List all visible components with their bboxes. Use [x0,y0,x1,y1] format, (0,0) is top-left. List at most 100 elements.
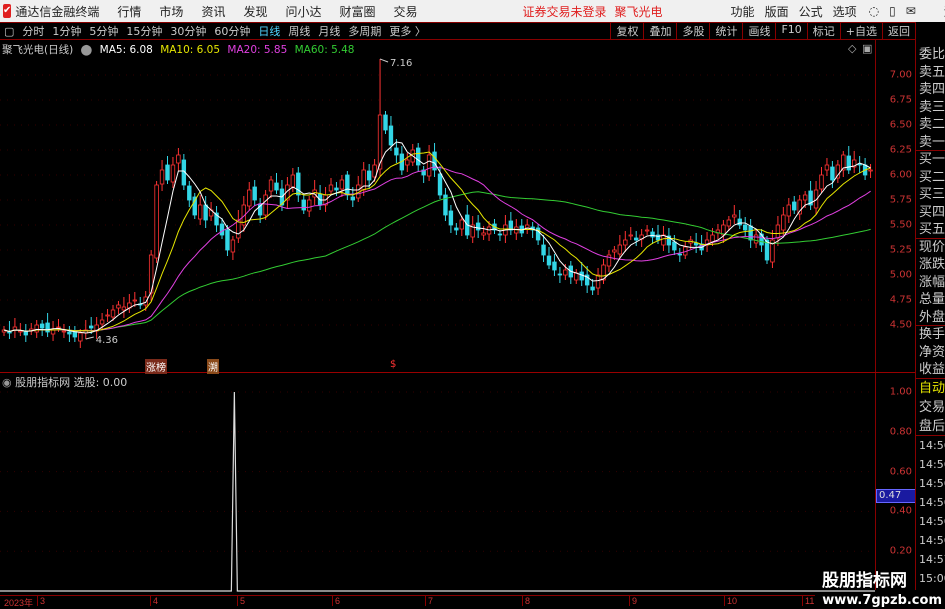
f10-button[interactable]: F10 [775,23,806,39]
back-button[interactable]: 返回 [882,23,915,39]
side-label[interactable]: 涨幅 [919,274,945,290]
side-label[interactable]: 15:00 [919,571,945,585]
menu-hangqing[interactable]: 行情 [117,4,142,19]
date-axis: 2023年 3 4 5 6 7 8 9 10 11 [0,595,915,609]
multi-stock-button[interactable]: 多股 [676,23,709,39]
side-label[interactable]: 卖一 [916,134,945,151]
add-watchlist-button[interactable]: +自选 [839,23,882,39]
badge-zhangbang[interactable]: 涨榜 [145,359,167,374]
panel-toggle-icon[interactable]: ▢ [4,24,15,38]
phone-icon[interactable]: ▯ [889,4,896,18]
price-axis: 7.00 6.75 6.50 6.25 6.00 5.75 5.50 5.25 5.00 4.75… [875,40,916,590]
candle-body [45,322,50,333]
period-daily[interactable]: 日线 [258,25,281,38]
side-label[interactable]: 14:56 [919,476,945,490]
side-label[interactable]: 净资 [919,344,945,360]
side-label[interactable]: 盘后 [916,417,945,436]
side-label[interactable]: 收益 [916,361,945,379]
stats-button[interactable]: 统计 [709,23,742,39]
period-30min[interactable]: 30分钟 [170,25,207,38]
side-label[interactable]: 卖二 [919,117,945,132]
period-multi[interactable]: 多周期 [348,25,382,38]
panel-divider[interactable] [0,372,915,373]
side-label[interactable]: 买一 [919,152,945,167]
candle-body [623,239,628,246]
fuquan-button[interactable]: 复权 [610,23,643,39]
menu-caifuquan[interactable]: 财富圈 [339,4,376,19]
side-label[interactable]: 卖四 [919,82,945,97]
indicator-tick: 0.80 [889,426,912,438]
period-60min[interactable]: 60分钟 [214,25,251,38]
side-label[interactable]: 现价 [919,239,945,255]
period-1min[interactable]: 1分钟 [52,25,82,38]
period-fenshi[interactable]: 分时 [22,25,45,38]
candle-body [868,169,873,172]
menu-jiaoyi[interactable]: 交易 [393,4,418,19]
candle-body [557,273,563,276]
user-label[interactable]: 游客 [944,3,945,20]
side-label[interactable]: 卖五 [919,64,945,80]
side-label[interactable]: 买四 [919,204,945,220]
draw-button[interactable]: 画线 [742,23,775,39]
menu-faxian[interactable]: 发现 [243,4,268,19]
indicator-name[interactable]: 股朋指标网 [15,376,71,389]
menu-gongshi[interactable]: 公式 [798,4,823,19]
period-5min[interactable]: 5分钟 [89,25,119,38]
period-monthly[interactable]: 月线 [318,25,341,38]
ma10-line [3,151,871,333]
side-label[interactable]: 14:56 [919,457,945,471]
price-tick: 5.25 [889,244,912,256]
side-label[interactable]: 买三 [919,187,945,202]
candle-body [743,224,748,231]
menu-wenxiaoda[interactable]: 问小达 [285,4,322,19]
menu-xuanxiang[interactable]: 选项 [832,4,857,19]
diamond-icon[interactable]: ◇ [848,42,857,55]
side-label[interactable]: 涨跌 [919,257,945,272]
indicator-value: 选股: 0.00 [73,376,128,389]
candle-body [154,184,159,259]
stock-link[interactable]: 聚飞光电 [614,4,663,19]
menu-zixun[interactable]: 资讯 [201,4,226,19]
period-weekly[interactable]: 周线 [288,25,311,38]
side-label[interactable]: 14:56 [919,495,945,509]
headset-icon[interactable]: ◌ [868,4,880,18]
ma5-line [3,141,871,334]
mark-button[interactable]: 标记 [806,23,840,39]
menu-shichang[interactable]: 市场 [159,4,184,19]
candle-body [748,225,753,241]
indicator-settings-icon[interactable]: ◉ [2,376,12,389]
overlay-button[interactable]: 叠加 [643,23,676,39]
stock-title[interactable]: 聚飞光电(日线) [2,44,74,56]
side-label[interactable]: 总量 [919,292,945,307]
period-15min[interactable]: 15分钟 [126,25,163,38]
login-alert[interactable]: 证券交易未登录 [522,4,607,19]
date-tick: 10 [724,596,737,606]
side-label[interactable]: 卖三 [919,99,945,115]
side-label[interactable]: 买二 [919,169,945,185]
side-label[interactable]: 14:56 [919,533,945,547]
side-label[interactable]: 换手 [919,327,945,342]
candle-body [176,154,181,164]
candle-body [628,234,633,237]
candle-body [808,190,813,206]
layout-icon[interactable]: ▣ [862,42,873,55]
side-label[interactable]: 14:56 [919,514,945,528]
menu-gongneng[interactable]: 功能 [730,4,755,19]
menu-banmian[interactable]: 版面 [764,4,789,19]
high-pointer [379,58,389,63]
kline-chart[interactable]: 7.16 4.36 [0,0,875,595]
badge-dollar[interactable]: $ [390,359,397,370]
side-label[interactable]: 买五 [916,221,945,239]
date-tick: 7 [425,596,433,606]
side-label[interactable]: 自动 [919,380,945,396]
badge-su[interactable]: 溯 [207,359,219,374]
side-label[interactable]: 14:57 [919,552,945,566]
mail-icon[interactable]: ✉ [905,4,916,18]
settings-icon[interactable]: ⬤ [80,44,93,56]
side-label[interactable]: 14:56 [919,438,945,452]
side-label[interactable]: 交易 [919,399,945,415]
side-label[interactable]: 委比 [919,47,945,62]
side-label[interactable]: 外盘 [916,309,945,326]
candle-body [143,296,148,306]
period-more[interactable]: 更多 〉 [389,25,426,38]
